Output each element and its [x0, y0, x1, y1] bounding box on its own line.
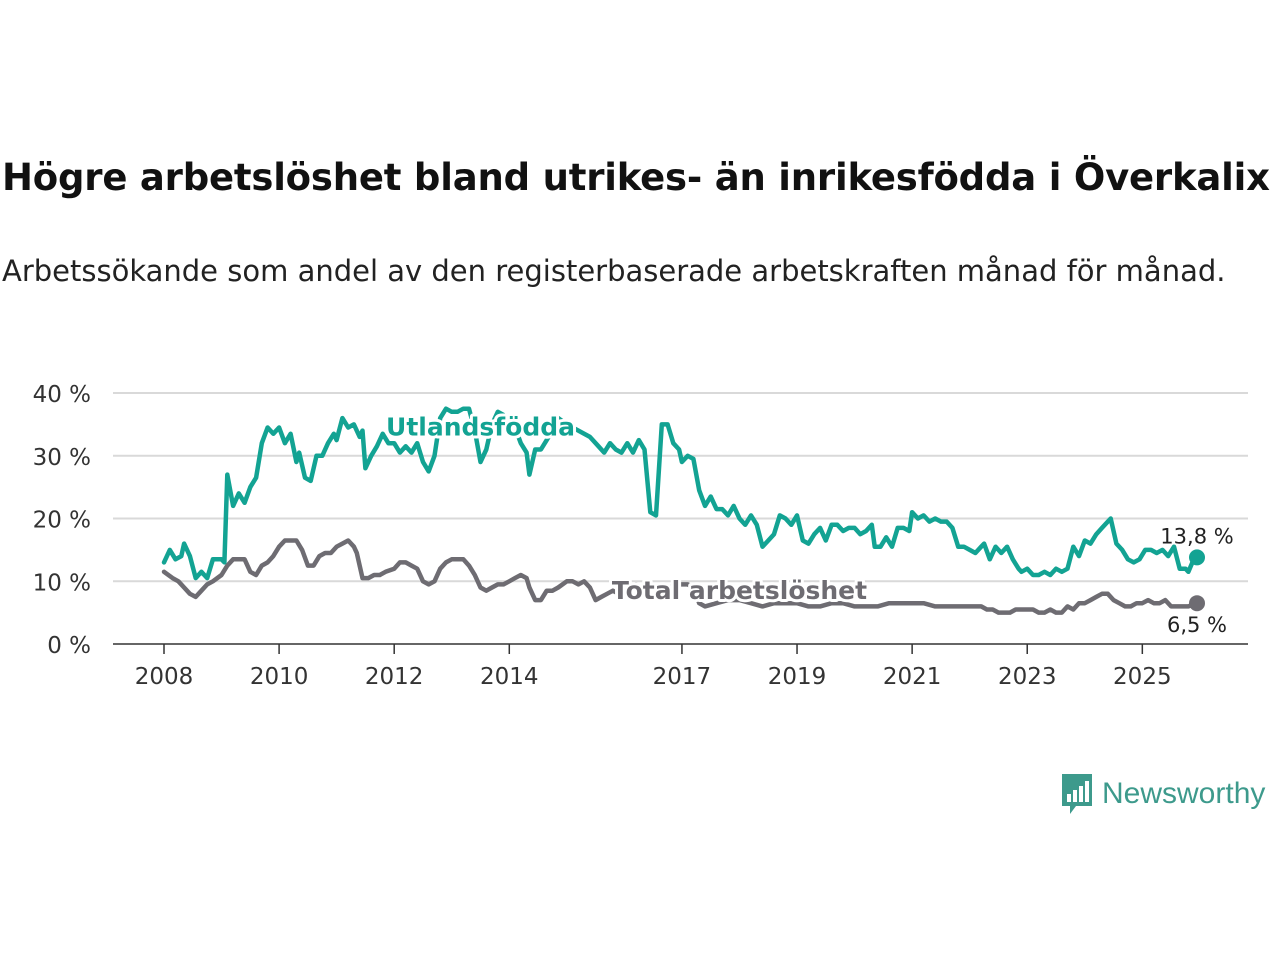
chart-subtitle: Arbetssökande som andel av den registerb… — [2, 254, 1226, 288]
y-tick-label: 20 % — [33, 508, 91, 534]
x-tick-label: 2014 — [480, 664, 539, 690]
x-tick-label: 2019 — [768, 664, 827, 690]
y-tick-label: 0 % — [47, 633, 91, 659]
x-tick-label: 2010 — [250, 664, 309, 690]
end-point-total-arbetsloshet — [1189, 595, 1205, 612]
series-annotation-total-arbetsloshet: Total arbetslöshet — [612, 576, 867, 605]
y-tick-label: 40 % — [33, 382, 91, 408]
x-axis-ticks: 2008 2010 2012 2014 2017 2019 2021 2023 2025 — [135, 644, 1172, 690]
line-chart: 0 % 10 % 20 % 30 % 40 % 2008 2010 2012 2014 2017… — [33, 382, 1248, 690]
x-tick-label: 2021 — [883, 664, 942, 690]
x-tick-label: 2017 — [653, 664, 712, 690]
x-tick-label: 2012 — [365, 664, 424, 690]
y-tick-label: 30 % — [33, 445, 91, 471]
series-lines — [161, 406, 1205, 615]
end-value-label-total-arbetsloshet: 6,5 % — [1167, 613, 1227, 637]
y-tick-label: 10 % — [33, 570, 91, 596]
end-value-label-utlandsfodda: 13,8 % — [1160, 524, 1233, 548]
annotation-labels: 13,8 % 6,5 % Utlandsfödda Total arbetslöshe… — [383, 410, 1234, 638]
end-point-utlandsfodda — [1189, 549, 1205, 566]
chart-title: Högre arbetslöshet bland utrikes- än inr… — [2, 156, 1270, 199]
x-tick-label: 2025 — [1113, 664, 1172, 690]
series-line-total-arbetsloshet — [161, 538, 1200, 615]
bar-chart-speech-bubble-icon — [1062, 774, 1092, 814]
series-line-utlandsfodda — [161, 406, 1200, 581]
x-tick-label: 2023 — [998, 664, 1057, 690]
series-annotation-utlandsfodda: Utlandsfödda — [386, 413, 575, 442]
x-tick-label: 2008 — [135, 664, 194, 690]
brand-logo: Newsworthy — [1060, 772, 1265, 816]
brand-name: Newsworthy — [1102, 777, 1266, 810]
y-axis-ticks: 0 % 10 % 20 % 30 % 40 % — [33, 382, 91, 659]
